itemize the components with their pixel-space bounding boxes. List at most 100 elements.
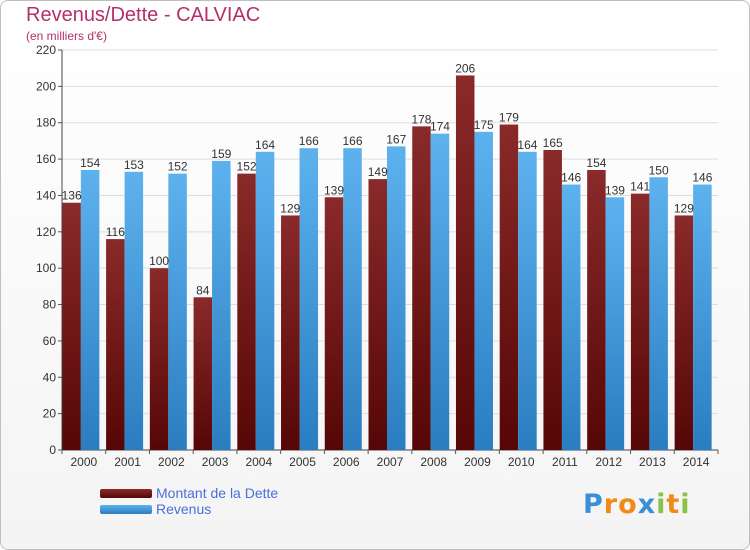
legend-label-dette: Montant de la Dette (156, 485, 279, 501)
data-label-revenus: 164 (517, 138, 537, 152)
logo-letter: i (680, 489, 691, 520)
x-tick-label: 2003 (202, 455, 229, 469)
data-label-dette: 100 (149, 254, 169, 268)
y-tick-label: 220 (36, 43, 56, 57)
proxiti-logo: Proxiti (583, 489, 691, 520)
data-label-revenus: 159 (211, 147, 231, 161)
logo-letter: o (618, 489, 638, 520)
y-tick-label: 40 (43, 370, 57, 384)
data-label-dette: 179 (499, 111, 519, 125)
bar-revenus (649, 177, 668, 451)
data-label-dette: 149 (368, 165, 388, 179)
y-tick-label: 200 (36, 79, 56, 93)
x-tick-label: 2009 (464, 455, 491, 469)
bar-revenus (693, 184, 712, 450)
bar-dette (106, 239, 125, 450)
data-labels: 136 154 116 153 100 152 84 159 152 164 129 166 139 16… (62, 61, 713, 297)
bar-revenus (255, 151, 275, 450)
x-tick-label: 2008 (420, 455, 447, 469)
data-label-dette: 154 (586, 156, 606, 170)
x-tick-label: 2014 (683, 455, 710, 469)
bars (62, 75, 712, 451)
x-tick-label: 2006 (333, 455, 360, 469)
x-tick-label: 2013 (639, 455, 666, 469)
bar-revenus (474, 131, 493, 450)
data-label-dette: 129 (280, 201, 300, 215)
data-label-dette: 165 (543, 136, 563, 150)
data-label-revenus: 174 (430, 120, 450, 134)
bar-revenus (343, 148, 362, 450)
y-tick-label: 160 (36, 152, 56, 166)
x-tick-label: 2002 (158, 455, 185, 469)
data-label-revenus: 146 (561, 171, 581, 185)
data-label-dette: 206 (455, 61, 475, 75)
bar-dette (281, 215, 300, 450)
x-tick-label: 2007 (377, 455, 404, 469)
chart-subtitle: (en milliers d'€) (26, 29, 107, 43)
data-label-revenus: 146 (692, 171, 712, 185)
data-label-revenus: 164 (255, 138, 275, 152)
data-label-dette: 178 (411, 112, 431, 126)
y-tick-label: 180 (36, 116, 56, 130)
data-label-dette: 129 (674, 201, 694, 215)
bar-revenus (561, 184, 581, 450)
x-tick-label: 2005 (289, 455, 316, 469)
logo-letter: t (666, 489, 681, 520)
legend-swatch-revenus (100, 505, 152, 514)
bar-dette (543, 150, 562, 450)
bar-dette (368, 179, 387, 450)
bar-revenus (605, 197, 625, 450)
data-label-dette: 141 (630, 180, 650, 194)
y-tick-label: 0 (49, 443, 56, 457)
bar-dette (324, 197, 344, 450)
x-tick-label: 2010 (508, 455, 535, 469)
logo-letter: i (656, 489, 667, 520)
chart-title: Revenus/Dette - CALVIAC (26, 4, 261, 26)
bar-revenus (80, 170, 100, 450)
data-label-revenus: 166 (299, 134, 319, 148)
legend-swatch-dette (100, 489, 152, 498)
data-label-revenus: 139 (605, 183, 625, 197)
logo-letter: x (637, 489, 657, 520)
bar-revenus (124, 171, 144, 450)
bar-revenus (168, 173, 187, 451)
data-label-revenus: 150 (649, 163, 669, 177)
data-label-dette: 116 (106, 225, 125, 239)
bar-dette (587, 170, 606, 450)
bar-revenus (299, 148, 319, 450)
data-label-revenus: 167 (386, 132, 406, 146)
bar-dette (674, 215, 694, 450)
bar-dette (630, 193, 650, 451)
data-label-dette: 84 (196, 283, 210, 297)
x-tick-label: 2000 (71, 455, 98, 469)
data-label-dette: 152 (237, 160, 257, 174)
x-tick-label: 2011 (552, 455, 578, 469)
axes: 0 20 40 60 80 100 120 140 160 180 200 220 2000 2001 20… (36, 43, 719, 469)
data-label-revenus: 175 (474, 118, 494, 132)
bar-revenus (430, 133, 450, 451)
x-tick-label: 2004 (245, 455, 272, 469)
logo-letter: P (583, 489, 604, 520)
bar-dette (149, 268, 169, 450)
legend-label-revenus: Revenus (156, 501, 212, 517)
data-label-revenus: 154 (80, 156, 100, 170)
bar-dette (412, 126, 431, 450)
y-tick-label: 100 (36, 261, 56, 275)
y-tick-label: 60 (43, 334, 57, 348)
bar-dette (499, 124, 519, 450)
bar-dette (237, 173, 256, 451)
data-label-dette: 139 (324, 183, 344, 197)
y-tick-label: 120 (36, 225, 56, 239)
bar-dette (193, 297, 213, 450)
data-label-dette: 136 (62, 189, 82, 203)
data-label-revenus: 166 (343, 134, 363, 148)
x-tick-label: 2012 (595, 455, 622, 469)
data-label-revenus: 152 (168, 160, 188, 174)
data-label-revenus: 153 (124, 158, 144, 172)
bar-revenus (212, 160, 231, 450)
y-tick-label: 140 (36, 188, 56, 202)
logo-letter: r (603, 489, 619, 520)
bar-revenus (518, 151, 537, 450)
bar-revenus (387, 146, 406, 450)
